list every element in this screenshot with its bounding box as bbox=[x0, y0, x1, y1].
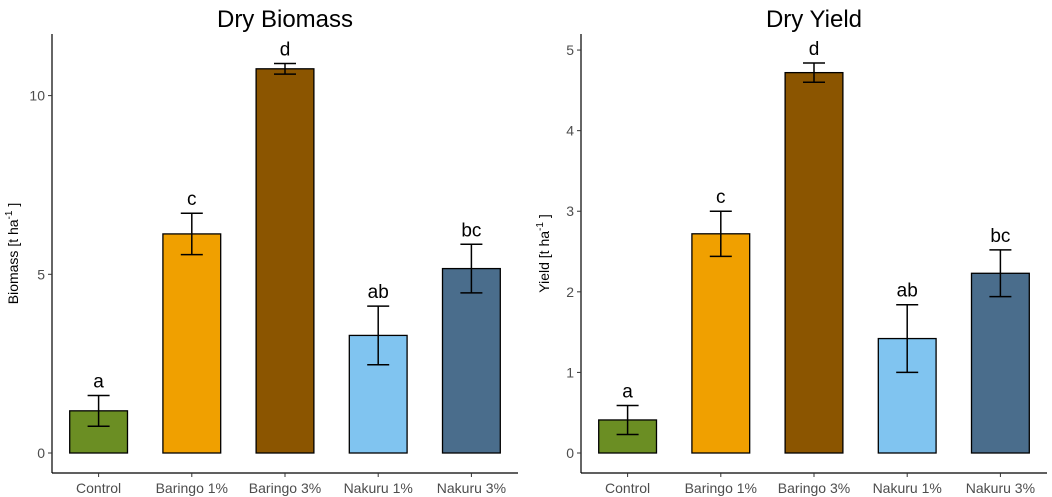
bar-baringo-3- bbox=[255, 68, 315, 454]
x-tick-label: Baringo 3% bbox=[778, 480, 850, 496]
y-tick-label: 5 bbox=[37, 266, 45, 282]
x-tick-label: Control bbox=[605, 480, 650, 496]
x-tick-label: Control bbox=[76, 480, 121, 496]
y-tick-label: 5 bbox=[566, 42, 574, 58]
y-tick-label: 0 bbox=[566, 445, 574, 461]
y-tick-label: 3 bbox=[566, 203, 574, 219]
significance-letter: a bbox=[622, 381, 633, 402]
chart-title: Dry Yield bbox=[766, 6, 862, 33]
significance-letter: d bbox=[809, 39, 820, 60]
y-axis-label-end: ] bbox=[536, 214, 552, 222]
y-tick-label: 2 bbox=[566, 284, 574, 300]
significance-letter: d bbox=[280, 39, 291, 60]
y-axis-label: Yield [t ha-1 ] bbox=[535, 214, 552, 292]
bar-nakuru-3- bbox=[970, 272, 1030, 454]
significance-letter: a bbox=[93, 371, 104, 392]
significance-letter: bc bbox=[990, 226, 1010, 247]
bar-baringo-1- bbox=[691, 233, 751, 454]
y-axis-label-text: Biomass [t ha bbox=[5, 219, 21, 304]
y-tick-label: 0 bbox=[37, 445, 45, 461]
chart-panel-dry-biomass: Dry Biomass 0 5 10 Biomass [t ha-1 ] a Control… bbox=[4, 6, 518, 496]
significance-letter: bc bbox=[461, 220, 481, 241]
x-tick-label: Nakuru 1% bbox=[873, 480, 942, 496]
x-tick-label: Nakuru 1% bbox=[344, 480, 413, 496]
bar-baringo-1- bbox=[162, 233, 222, 454]
x-tick-label: Baringo 1% bbox=[685, 480, 757, 496]
y-axis-label-superscript: -1 bbox=[4, 210, 15, 219]
significance-letter: c bbox=[187, 189, 197, 210]
x-tick-label: Nakuru 3% bbox=[437, 480, 506, 496]
significance-letter: ab bbox=[897, 281, 918, 302]
chart-panel-dry-yield: Dry Yield 0 1 2 3 4 5 Yield [t ha-1 ] a Control c B… bbox=[535, 6, 1047, 496]
y-tick-label: 4 bbox=[566, 123, 574, 139]
bar-nakuru-3- bbox=[441, 267, 501, 454]
y-axis-label-superscript: -1 bbox=[535, 222, 546, 231]
y-axis-label-text: Yield [t ha bbox=[536, 231, 552, 293]
chart-title: Dry Biomass bbox=[217, 6, 353, 33]
x-tick-label: Baringo 3% bbox=[249, 480, 321, 496]
bar-baringo-3- bbox=[784, 71, 844, 454]
x-tick-label: Nakuru 3% bbox=[966, 480, 1035, 496]
x-tick-label: Baringo 1% bbox=[156, 480, 228, 496]
y-axis-label: Biomass [t ha-1 ] bbox=[4, 203, 21, 305]
y-axis-label-end: ] bbox=[5, 203, 21, 211]
y-tick-label: 10 bbox=[29, 88, 45, 104]
significance-letter: ab bbox=[368, 282, 389, 303]
significance-letter: c bbox=[716, 187, 726, 208]
y-tick-label: 1 bbox=[566, 364, 574, 380]
